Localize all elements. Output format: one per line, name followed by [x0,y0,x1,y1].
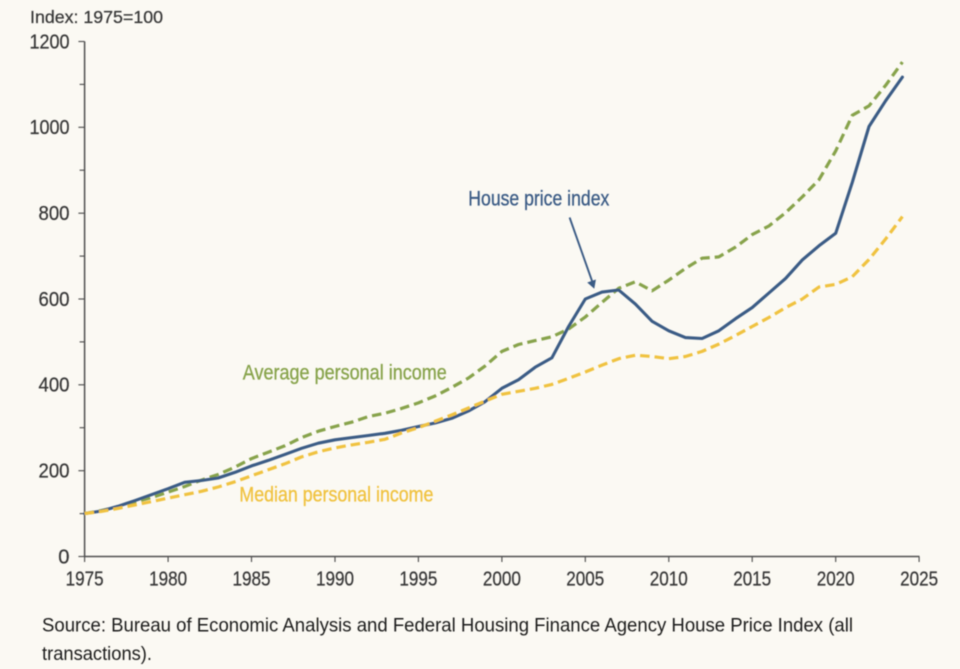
svg-text:1000: 1000 [30,117,70,139]
svg-text:2010: 2010 [650,568,688,590]
svg-text:1995: 1995 [399,568,437,590]
svg-text:1990: 1990 [316,568,354,590]
svg-text:Median personal income: Median personal income [239,484,433,507]
svg-text:2000: 2000 [483,568,521,590]
svg-text:1985: 1985 [233,568,271,590]
svg-text:transactions).: transactions). [42,644,152,665]
svg-text:0: 0 [58,546,69,568]
svg-text:Average personal income: Average personal income [243,361,447,384]
svg-text:600: 600 [39,289,70,311]
svg-text:House price index: House price index [468,187,609,210]
svg-text:400: 400 [39,375,70,397]
svg-text:2005: 2005 [566,568,604,590]
svg-text:1975: 1975 [66,568,104,590]
svg-text:Source: Bureau of Economic Ana: Source: Bureau of Economic Analysis and … [42,616,853,637]
svg-text:800: 800 [39,203,70,225]
svg-text:200: 200 [39,461,70,483]
svg-text:1200: 1200 [30,31,70,53]
svg-text:2015: 2015 [733,568,771,590]
svg-text:2020: 2020 [817,568,855,590]
svg-text:1980: 1980 [149,568,187,590]
svg-text:Index: 1975=100: Index: 1975=100 [30,7,163,27]
svg-text:2025: 2025 [900,568,938,590]
